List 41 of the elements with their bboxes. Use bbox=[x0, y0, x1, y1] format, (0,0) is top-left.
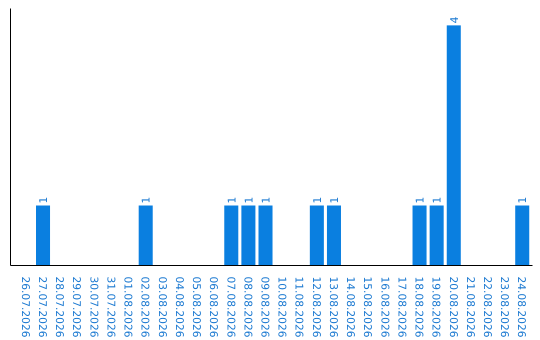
x-tick-label: 16.08.2026 bbox=[378, 276, 392, 338]
x-tick-label: 26.07.2026 bbox=[18, 276, 32, 338]
x-tick-label: 02.08.2026 bbox=[138, 276, 152, 338]
x-tick-label: 11.08.2026 bbox=[292, 276, 306, 338]
x-tick-label: 13.08.2026 bbox=[326, 276, 340, 338]
x-tick-label: 01.08.2026 bbox=[122, 276, 135, 338]
x-tick-label: 05.08.2026 bbox=[190, 276, 204, 338]
x-tick-label: 24.08.2026 bbox=[515, 276, 528, 338]
x-tick-label: 14.08.2026 bbox=[344, 276, 358, 338]
data-label: 1 bbox=[516, 196, 530, 204]
x-tick-label: 21.08.2026 bbox=[464, 276, 477, 338]
data-label: 1 bbox=[430, 196, 444, 204]
data-label: 1 bbox=[242, 196, 256, 204]
data-label: 1 bbox=[310, 196, 324, 204]
x-tick-label: 17.08.2026 bbox=[395, 276, 408, 338]
x-tick-label: 20.08.2026 bbox=[446, 276, 460, 338]
x-tick-label: 08.08.2026 bbox=[241, 276, 254, 338]
data-label: 1 bbox=[225, 196, 238, 204]
x-tick-label: 22.08.2026 bbox=[481, 276, 494, 338]
x-tick-label: 30.07.2026 bbox=[87, 276, 100, 338]
x-tick-label: 03.08.2026 bbox=[156, 276, 169, 338]
data-label: 4 bbox=[448, 16, 461, 24]
x-tick-label: 06.08.2026 bbox=[207, 276, 220, 338]
x-tick-label: 15.08.2026 bbox=[361, 276, 374, 338]
x-tick-label: 07.08.2026 bbox=[224, 276, 238, 338]
data-label: 1 bbox=[140, 196, 153, 204]
data-label: 1 bbox=[328, 196, 341, 204]
data-label: 1 bbox=[37, 196, 50, 204]
x-tick-label: 04.08.2026 bbox=[172, 276, 186, 338]
x-tick-label: 19.08.2026 bbox=[430, 276, 443, 338]
x-tick-label: 18.08.2026 bbox=[412, 276, 426, 338]
x-tick-label: 23.08.2026 bbox=[498, 276, 512, 338]
x-tick-label: 28.07.2026 bbox=[53, 276, 66, 338]
x-tick-label: 10.08.2026 bbox=[276, 276, 289, 338]
x-tick-label: 27.07.2026 bbox=[36, 276, 50, 338]
x-tick-label: 09.08.2026 bbox=[258, 276, 272, 338]
x-tick-label: 31.07.2026 bbox=[104, 276, 118, 338]
x-tick-label: 29.07.2026 bbox=[70, 276, 84, 338]
data-label: 1 bbox=[260, 196, 273, 204]
data-label: 1 bbox=[414, 196, 427, 204]
x-tick-label: 12.08.2026 bbox=[310, 276, 323, 338]
